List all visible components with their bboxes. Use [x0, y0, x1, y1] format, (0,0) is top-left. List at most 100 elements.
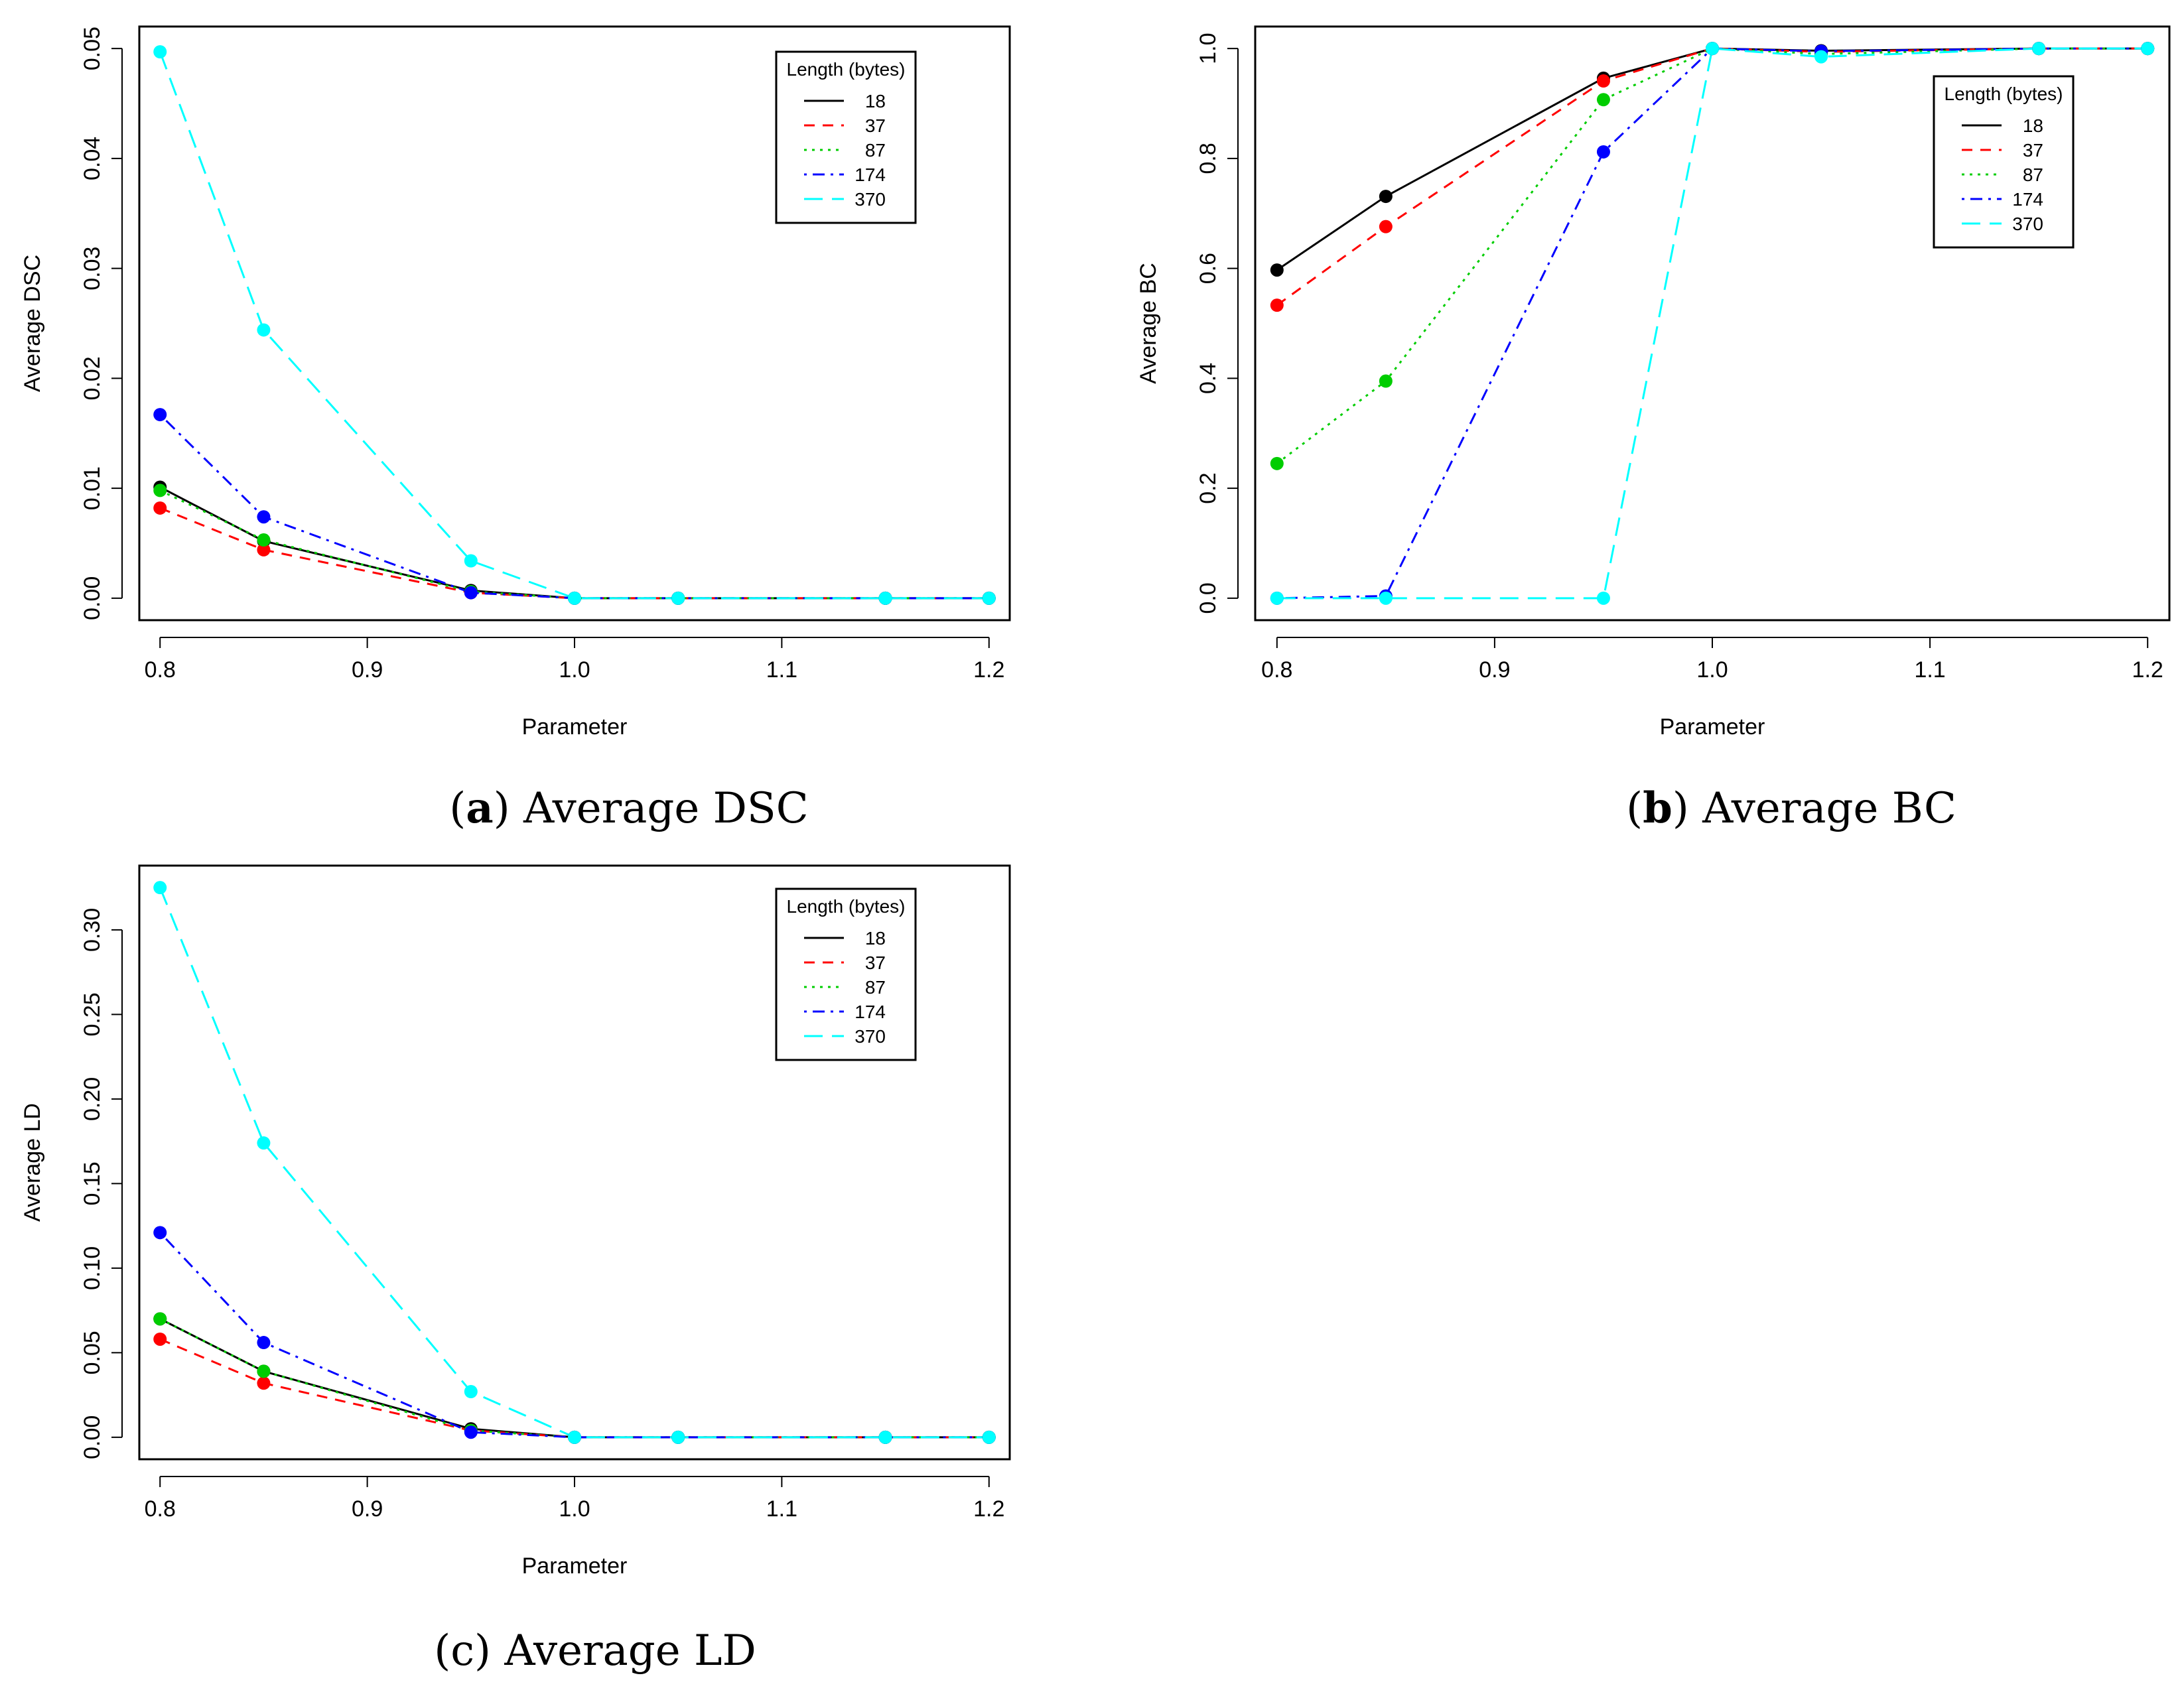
caption-letter: a [466, 783, 493, 833]
caption-text: Average DSC [510, 784, 809, 833]
caption-paren-open: ( [449, 784, 466, 833]
data-point-370 [464, 554, 478, 568]
legend-label-37: 37 [2023, 140, 2043, 161]
x-tick-label: 1.1 [766, 657, 797, 683]
caption-letter: c [450, 1626, 474, 1675]
legend-label-37: 37 [865, 952, 886, 973]
data-point-370 [671, 591, 685, 605]
figure-caption: (c) Average LD [434, 1626, 756, 1675]
data-point-87 [1596, 93, 1610, 107]
x-tick-label: 1.0 [1696, 657, 1728, 683]
data-point-370 [153, 881, 167, 895]
data-point-37 [153, 1332, 167, 1346]
x-tick-label: 1.0 [559, 1496, 590, 1522]
data-point-18 [1379, 190, 1393, 204]
figure-caption: (b) Average BC [1626, 783, 1956, 833]
data-point-174 [153, 1226, 167, 1240]
figure-caption: (a) Average DSC [449, 783, 808, 833]
caption-text: Average LD [491, 1626, 756, 1675]
data-point-370 [878, 591, 892, 605]
y-tick-label: 0.20 [80, 1077, 105, 1121]
legend-label-87: 87 [2023, 164, 2043, 185]
legend-box [1933, 75, 2075, 249]
x-axis-label: Parameter [1660, 714, 1765, 740]
y-axis-label: Average LD [20, 1103, 45, 1222]
caption-text: Average BC [1689, 784, 1956, 833]
x-tick-label: 0.8 [1261, 657, 1292, 683]
y-tick-label: 0.15 [80, 1161, 105, 1205]
legend: Length (bytes) 18 37 87 174 370 [775, 887, 917, 1061]
data-point-87 [1270, 456, 1284, 470]
chart-panel-a: 0.8 0.9 1.0 1.1 1.2 0.00 0.01 0.02 0.03 0.04 0.05 P… [20, 25, 1011, 833]
x-axis-label: Parameter [522, 714, 628, 740]
plot-frame [138, 864, 1011, 1461]
legend-box [775, 50, 917, 224]
data-point-174 [153, 408, 167, 422]
x-tick-label: 1.1 [1914, 657, 1945, 683]
legend-title: Length (bytes) [787, 896, 906, 917]
series-line-37 [159, 1338, 989, 1439]
chart-panel-c: 0.8 0.9 1.0 1.1 1.2 0.00 0.05 0.10 0.15 0.20 0.25 0… [20, 864, 1011, 1675]
series-line-37 [159, 507, 989, 600]
caption-paren-close: ) [494, 784, 510, 833]
data-point-87 [1379, 374, 1393, 388]
data-point-370 [153, 45, 167, 59]
data-point-87 [257, 533, 271, 547]
x-axis-label: Parameter [522, 1553, 628, 1579]
legend-label-370: 370 [854, 189, 886, 210]
data-point-370 [1270, 591, 1284, 605]
data-point-370 [568, 591, 581, 605]
x-tick-label: 1.2 [2132, 657, 2163, 683]
legend-label-174: 174 [854, 1002, 886, 1022]
x-tick-label: 1.1 [766, 1496, 797, 1522]
data-point-37 [257, 543, 271, 557]
data-point-37 [257, 1376, 271, 1390]
y-tick-label: 0.04 [80, 137, 105, 180]
data-point-174 [464, 586, 478, 600]
x-tick-label: 1.2 [973, 657, 1004, 683]
data-point-37 [1379, 220, 1393, 233]
data-point-370 [1379, 591, 1393, 605]
y-tick-label: 0.02 [80, 356, 105, 400]
y-tick-label: 0.25 [80, 992, 105, 1036]
legend-label-174: 174 [854, 164, 886, 185]
y-tick-label: 1.0 [1195, 33, 1221, 64]
y-tick-label: 0.8 [1195, 143, 1221, 174]
series-line-174 [159, 1232, 989, 1439]
data-point-370 [982, 591, 996, 605]
x-tick-label: 0.9 [352, 657, 383, 683]
series-line-87 [159, 490, 989, 600]
data-point-37 [1270, 298, 1284, 312]
legend-label-370: 370 [2012, 214, 2043, 234]
x-tick-label: 0.8 [145, 1496, 176, 1522]
caption-letter: b [1643, 783, 1672, 833]
legend: Length (bytes) 18 37 87 174 370 [775, 50, 917, 224]
chart-panel-b: 0.8 0.9 1.0 1.1 1.2 0.0 0.2 0.4 0.6 0.8 1.0 Paramet… [1136, 25, 2171, 833]
plot-frame [138, 25, 1011, 622]
data-point-370 [2141, 42, 2155, 56]
legend-label-18: 18 [865, 928, 886, 949]
legend-label-18: 18 [865, 91, 886, 111]
data-point-174 [464, 1425, 478, 1439]
data-point-174 [257, 510, 271, 524]
y-tick-label: 0.2 [1195, 472, 1221, 503]
data-point-370 [982, 1430, 996, 1444]
caption-paren-close: ) [1672, 784, 1689, 833]
data-point-174 [257, 1336, 271, 1350]
data-point-87 [257, 1364, 271, 1378]
data-point-174 [1596, 145, 1610, 159]
y-tick-label: 0.03 [80, 247, 105, 291]
legend-label-18: 18 [2023, 115, 2043, 136]
y-axis-label: Average BC [1136, 263, 1161, 384]
legend-label-87: 87 [865, 140, 886, 161]
data-point-18 [1270, 263, 1284, 277]
legend-label-87: 87 [865, 977, 886, 998]
series-line-18 [159, 486, 989, 600]
y-tick-label: 0.0 [1195, 582, 1221, 614]
y-tick-label: 0.00 [80, 1415, 105, 1459]
legend-title: Length (bytes) [787, 59, 906, 80]
x-tick-label: 1.2 [973, 1496, 1004, 1522]
legend-box [775, 887, 917, 1061]
legend: Length (bytes) 18 37 87 174 370 [1933, 75, 2075, 249]
data-point-370 [878, 1430, 892, 1444]
